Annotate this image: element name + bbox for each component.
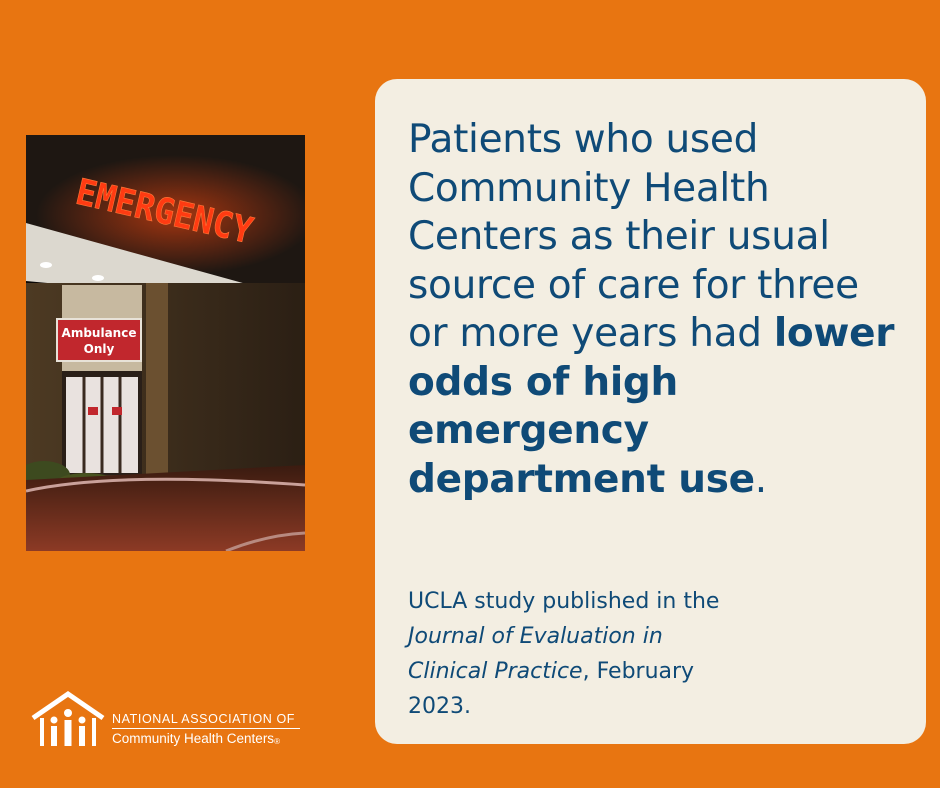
ambulance-only-sign: [56, 318, 142, 362]
door-sign-line1: Ambulance: [62, 326, 137, 340]
logo-divider: [112, 728, 300, 729]
house-people-icon: [31, 690, 105, 746]
headline-text: Patients who used Community Health Cente…: [408, 117, 859, 356]
ceiling-light: [40, 262, 52, 268]
door-sign-line2: Only: [84, 342, 115, 356]
ceiling-light: [92, 275, 104, 281]
headline-emphasis: lower odds of high emergency department …: [408, 311, 895, 502]
source-citation: UCLA study published in the Journal of E…: [408, 584, 728, 724]
headline-period: .: [754, 456, 767, 502]
headline: Patients who used Community Health Cente…: [408, 116, 908, 504]
nachc-logo: NATIONAL ASSOCIATION OF Community Health…: [30, 690, 310, 752]
emergency-entrance-illustration: EMERGENCY Ambulance Only: [26, 135, 305, 551]
registered-mark: ®: [274, 737, 280, 746]
logo-org-name: Community Health Centers: [112, 731, 275, 746]
emergency-entrance-photo: EMERGENCY Ambulance Only: [26, 135, 305, 551]
info-card: [375, 79, 926, 744]
citation-text: UCLA study published in the: [408, 589, 720, 614]
journal-name: Journal of Evaluation in Clinical Practi…: [408, 624, 663, 684]
logo-line2: Community Health Centers®: [112, 731, 280, 746]
logo-line1: NATIONAL ASSOCIATION OF: [112, 712, 296, 726]
citation-date: , February 2023.: [408, 659, 695, 719]
